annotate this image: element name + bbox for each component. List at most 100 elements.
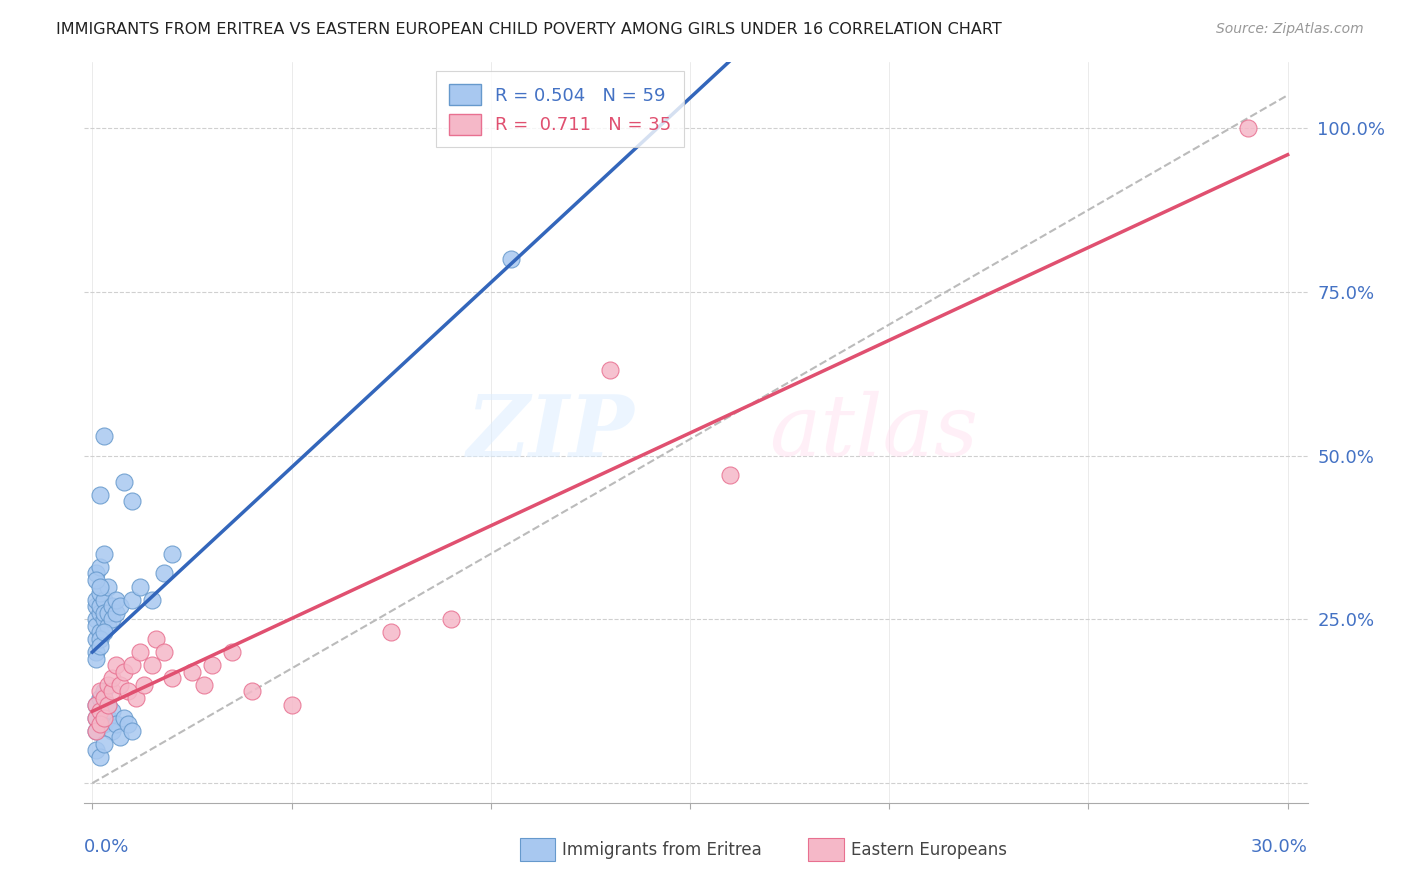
Point (153, 645, 176, 659)
Point (86, 599, 108, 614)
Point (89, 717, 111, 731)
Point (93, 684, 115, 698)
Point (86, 573, 108, 587)
Point (97, 580, 120, 594)
Point (93, 737, 115, 751)
Point (86, 619, 108, 633)
Point (86, 651, 108, 665)
Text: Immigrants from Eritrea: Immigrants from Eritrea (562, 841, 762, 859)
Point (89, 488, 111, 502)
Point (86, 698, 108, 712)
Point (89, 639, 111, 653)
Point (718, 468, 741, 483)
Point (93, 547, 115, 561)
Point (125, 690, 148, 705)
Point (105, 606, 128, 620)
Point (110, 731, 132, 745)
Point (221, 645, 243, 659)
Point (101, 684, 124, 698)
Legend: R = 0.504   N = 59, R =  0.711   N = 35: R = 0.504 N = 59, R = 0.711 N = 35 (436, 71, 685, 147)
Point (86, 566, 108, 581)
Text: 30.0%: 30.0% (1251, 838, 1308, 856)
Point (440, 612, 463, 626)
Point (105, 658, 128, 673)
Text: Eastern Europeans: Eastern Europeans (851, 841, 1007, 859)
Point (105, 717, 128, 731)
Point (129, 580, 152, 594)
Text: atlas: atlas (769, 392, 979, 474)
Point (117, 684, 139, 698)
Point (112, 711, 135, 725)
Point (93, 429, 115, 443)
Point (117, 717, 139, 731)
Point (121, 494, 143, 508)
Point (153, 566, 176, 581)
Point (89, 684, 111, 698)
Point (86, 632, 108, 646)
Point (93, 625, 115, 640)
Point (101, 599, 124, 614)
Point (86, 723, 108, 738)
Point (112, 665, 135, 679)
Point (86, 698, 108, 712)
Text: Source: ZipAtlas.com: Source: ZipAtlas.com (1216, 22, 1364, 37)
Point (93, 717, 115, 731)
Point (89, 606, 111, 620)
Point (160, 671, 183, 685)
Point (86, 612, 108, 626)
Point (93, 711, 115, 725)
Point (181, 665, 204, 679)
Point (93, 606, 115, 620)
Text: IMMIGRANTS FROM ERITREA VS EASTERN EUROPEAN CHILD POVERTY AMONG GIRLS UNDER 16 C: IMMIGRANTS FROM ERITREA VS EASTERN EUROP… (56, 22, 1002, 37)
Point (101, 704, 124, 718)
Point (141, 658, 163, 673)
Point (89, 586, 111, 600)
Point (97, 698, 120, 712)
Point (89, 632, 111, 646)
Point (110, 599, 132, 614)
Point (193, 678, 215, 692)
Point (499, 252, 522, 266)
Point (89, 704, 111, 718)
Point (129, 645, 152, 659)
Point (97, 619, 120, 633)
Point (89, 625, 111, 640)
Point (89, 704, 111, 718)
Text: 0.0%: 0.0% (84, 838, 129, 856)
Point (86, 743, 108, 757)
Point (97, 711, 120, 725)
Point (101, 671, 124, 685)
Point (86, 645, 108, 659)
Point (101, 612, 124, 626)
Point (121, 723, 143, 738)
Point (599, 363, 621, 377)
Point (160, 547, 183, 561)
Point (240, 684, 263, 698)
Point (121, 592, 143, 607)
Point (93, 592, 115, 607)
Point (93, 690, 115, 705)
Point (89, 560, 111, 574)
Point (89, 750, 111, 764)
Point (89, 599, 111, 614)
Point (101, 723, 124, 738)
Point (97, 606, 120, 620)
Point (380, 625, 402, 640)
Point (110, 678, 132, 692)
Point (121, 658, 143, 673)
Point (97, 698, 120, 712)
Point (141, 592, 163, 607)
Point (1236, 120, 1258, 135)
Point (89, 580, 111, 594)
Text: ZIP: ZIP (467, 391, 636, 475)
Point (105, 592, 128, 607)
Point (89, 690, 111, 705)
Point (134, 678, 156, 692)
Point (86, 592, 108, 607)
Point (280, 698, 302, 712)
Point (86, 723, 108, 738)
Point (201, 658, 224, 673)
Point (145, 632, 167, 646)
Point (86, 711, 108, 725)
Point (112, 475, 135, 489)
